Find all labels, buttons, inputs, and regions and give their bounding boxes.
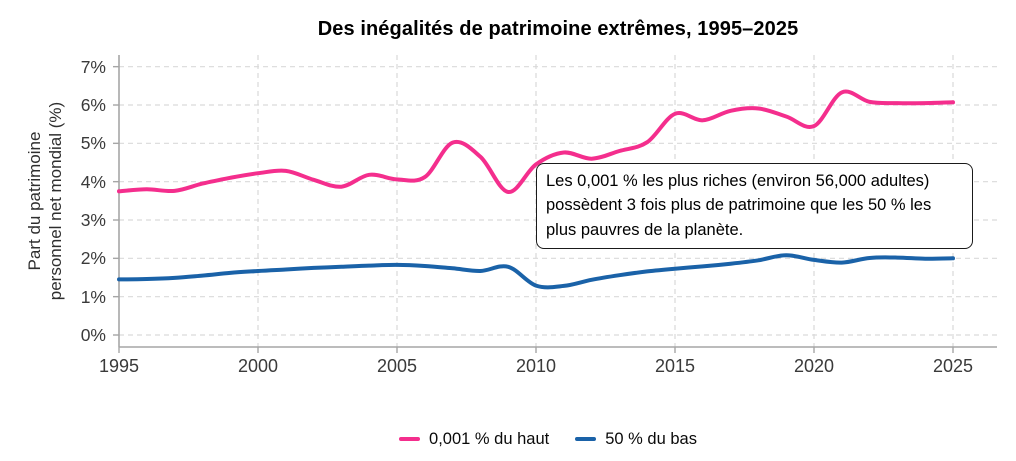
legend-item-top-0001: 0,001 % du haut	[399, 430, 549, 449]
annotation-box: Les 0,001 % les plus riches (environ 56,…	[536, 163, 973, 250]
y-tick-label: 1%	[80, 286, 106, 307]
y-tick-label: 3%	[80, 210, 106, 230]
x-tick-label: 2000	[237, 356, 279, 376]
legend-label-top-0001: 0,001 % du haut	[429, 429, 550, 448]
y-tick-label: 7%	[80, 56, 106, 77]
annotation-line3: plus pauvres de la planète.	[546, 220, 744, 239]
x-tick-label: 2025	[932, 356, 974, 376]
series-line-top-0001	[117, 89, 955, 194]
y-tick-label: 0%	[80, 325, 106, 345]
legend-swatch-pink	[399, 436, 421, 442]
annotation-line2: possèdent 3 fois plus de patrimoine que …	[546, 196, 932, 215]
legend-swatch-blue	[575, 436, 597, 442]
y-tick-label: 5%	[80, 133, 106, 154]
x-tick-label: 2015	[654, 356, 696, 376]
legend-item-bottom-50: 50 % du bas	[575, 430, 697, 449]
x-tick-label: 2020	[793, 356, 835, 376]
legend: 0,001 % du haut 50 % du bas	[90, 427, 1006, 451]
y-tick-label: 6%	[80, 95, 106, 115]
legend-label-bottom-50: 50 % du bas	[605, 429, 697, 448]
annotation-line1: Les 0,001 % les plus riches (environ 56,…	[546, 172, 930, 190]
series-line-bottom-50	[117, 253, 955, 290]
x-tick-label: 2010	[515, 356, 557, 376]
x-tick-label: 1995	[98, 356, 140, 376]
y-tick-label: 4%	[80, 171, 106, 192]
y-tick-label: 2%	[80, 248, 106, 269]
x-tick-label: 2005	[376, 356, 418, 376]
chart-title: Des inégalités de patrimoine extrêmes, 1…	[317, 18, 799, 40]
